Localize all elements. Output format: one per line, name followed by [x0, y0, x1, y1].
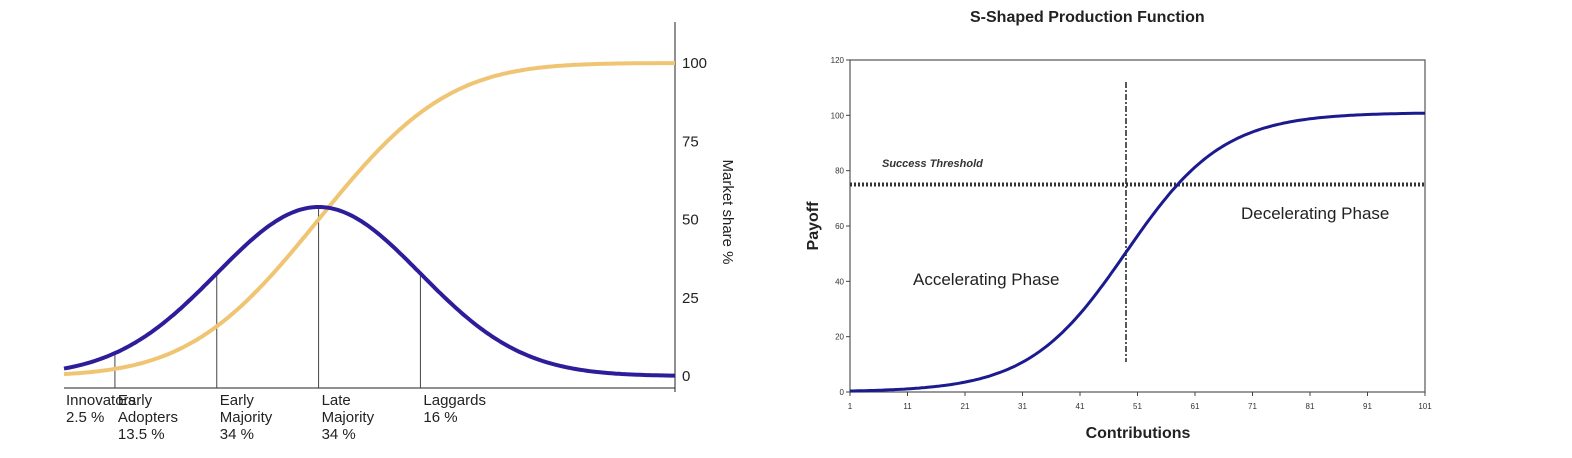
- x-tick-label: 61: [1191, 402, 1200, 411]
- x-tick-label: 11: [903, 402, 912, 411]
- adopter-bell-curve: [63, 205, 675, 378]
- x-tick-label: 71: [1248, 402, 1257, 411]
- y2-tick-label: 25: [682, 290, 699, 307]
- y-tick-label: 80: [835, 167, 844, 176]
- segment-dividers: [114, 206, 421, 388]
- x-tick-label: 51: [1133, 402, 1142, 411]
- accelerating-phase-label: Accelerating Phase: [913, 270, 1059, 289]
- y2-tick-label: 0: [682, 368, 690, 385]
- production-s-curve: [850, 111, 1425, 393]
- x-axis-ticks: 1 11 21 31 41 51 61 71 81 91 101: [848, 392, 1432, 411]
- y-axis-label: Payoff: [805, 201, 822, 251]
- y-tick-label: 40: [835, 277, 844, 286]
- x-axis-label: Contributions: [1086, 425, 1191, 442]
- x-tick-label: 101: [1418, 402, 1432, 411]
- x-tick-label: 1: [848, 402, 853, 411]
- decelerating-phase-label: Decelerating Phase: [1241, 204, 1389, 223]
- cumulative-adoption-line: [63, 61, 675, 377]
- segment-label: Innovators 2.5 %: [66, 392, 137, 426]
- y-tick-label: 100: [831, 111, 845, 120]
- chart-title: S-Shaped Production Function: [970, 9, 1205, 26]
- segment-label: Late Majority 34 %: [321, 392, 375, 443]
- y-tick-label: 20: [835, 333, 844, 342]
- success-threshold-label: Success Threshold: [882, 158, 983, 170]
- x-tick-label: 41: [1076, 402, 1085, 411]
- segment-label: Laggards 16 %: [423, 392, 486, 426]
- right-y-axis-label: Market share %: [719, 159, 736, 264]
- x-tick-label: 31: [1018, 402, 1027, 411]
- y-axis-ticks: 0 20 40 60 80 100 120: [831, 56, 850, 397]
- x-tick-label: 81: [1306, 402, 1315, 411]
- y2-tick-label: 100: [682, 55, 707, 72]
- y-tick-label: 120: [831, 56, 845, 65]
- x-tick-label: 21: [961, 402, 970, 411]
- x-tick-label: 91: [1363, 402, 1372, 411]
- right-y-axis-ticks: 100 75 50 25 0: [682, 55, 707, 385]
- y2-tick-label: 75: [682, 133, 699, 150]
- plot-frame: [849, 59, 1426, 393]
- segment-label: Early Adopters 13.5 %: [117, 392, 178, 443]
- y-tick-label: 0: [840, 388, 845, 397]
- segment-label: Early Majority 34 %: [219, 392, 273, 443]
- diffusion-chart: 100 75 50 25 0 Market share %: [63, 22, 736, 392]
- y2-tick-label: 50: [682, 212, 699, 229]
- y-tick-label: 60: [835, 222, 844, 231]
